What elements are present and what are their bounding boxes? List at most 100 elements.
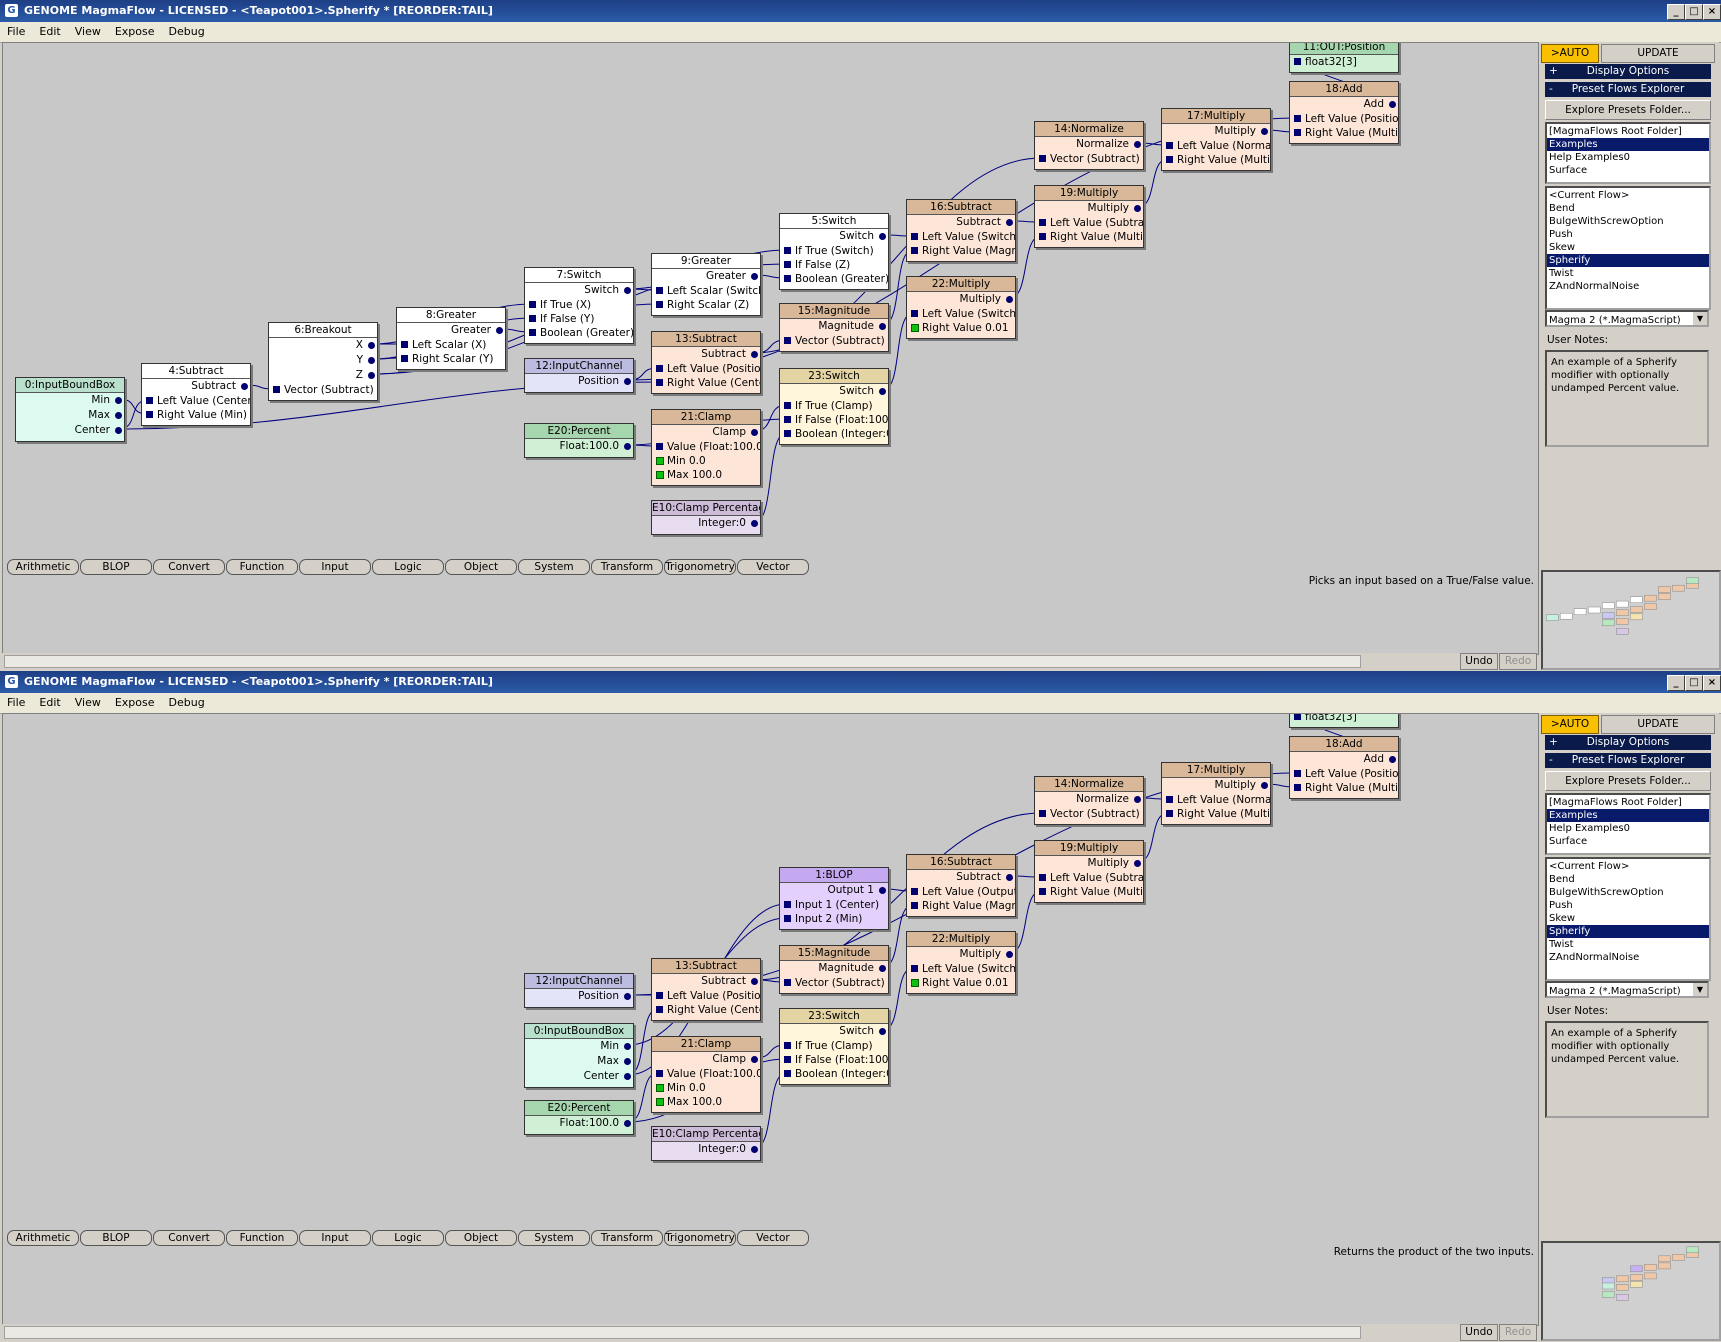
output-socket[interactable]: Clamp (652, 425, 760, 440)
input-socket[interactable]: Right Scalar (Z) (652, 298, 760, 312)
folder-list[interactable]: [MagmaFlows Root Folder] Examples Help Exa… (1545, 122, 1711, 184)
node-title[interactable]: 12:InputChannel (525, 359, 633, 374)
node-23-switch[interactable]: 23:Switch Switch If True (Clamp) If False (… (779, 368, 889, 445)
node-4-subtract[interactable]: 4:Subtract Subtract Left Value (Center) Rig… (141, 363, 251, 426)
node-title[interactable]: 23:Switch (780, 1009, 888, 1024)
preset-flows-header[interactable]: - Preset Flows Explorer (1545, 82, 1711, 97)
input-socket[interactable]: Right Value 0.01 (907, 321, 1015, 335)
flow-item[interactable]: ZAndNormalNoise (1549, 952, 1640, 963)
chevron-down-icon[interactable]: ▼ (1693, 983, 1707, 996)
output-socket[interactable]: Multiply (1035, 856, 1143, 871)
node-7-switch[interactable]: 7:Switch Switch If True (X) If False (Y) Boo… (524, 267, 634, 344)
node-23-switch[interactable]: 23:Switch Switch If True (Clamp) If False (… (779, 1008, 889, 1085)
output-socket[interactable]: Max (525, 1054, 633, 1069)
input-socket[interactable]: Right Value (Min) (142, 408, 250, 422)
node-title[interactable]: 9:Greater (652, 254, 760, 269)
expand-icon[interactable]: + (1549, 736, 1558, 748)
output-socket[interactable]: X (269, 338, 377, 353)
output-socket[interactable]: Switch (780, 1024, 888, 1039)
output-socket[interactable]: Subtract (907, 215, 1015, 230)
node-5-switch[interactable]: 5:Switch Switch If True (Switch) If False (… (779, 213, 889, 290)
node-title[interactable]: 15:Magnitude (780, 304, 888, 319)
input-socket[interactable]: Right Value (Multiply) (1162, 807, 1270, 821)
node-1-blop[interactable]: 1:BLOP Output 1 Input 1 (Center) Input 2 (M… (779, 867, 889, 930)
category-input[interactable]: Input (299, 559, 371, 575)
output-socket[interactable]: Multiply (907, 947, 1015, 962)
input-socket[interactable]: Value (Float:100.0) (652, 440, 760, 454)
collapse-icon[interactable]: - (1549, 754, 1553, 766)
input-socket[interactable]: Left Value (Switch) (907, 230, 1015, 244)
input-socket[interactable]: float32[3] (1290, 55, 1398, 69)
output-socket[interactable]: Subtract (652, 347, 760, 362)
category-convert[interactable]: Convert (153, 559, 225, 575)
node-8-greater[interactable]: 8:Greater Greater Left Scalar (X) Right Sca… (396, 307, 506, 370)
node-14-normalize[interactable]: 14:Normalize Normalize Vector (Subtract) (1034, 121, 1144, 170)
folder-item[interactable]: Surface (1549, 165, 1588, 176)
node-e20-percent[interactable]: E20:Percent Float:100.0 (524, 1100, 634, 1135)
node-title[interactable]: 15:Magnitude (780, 946, 888, 961)
maximize-icon[interactable]: □ (1685, 4, 1703, 20)
category-trigonometry[interactable]: Trigonometry (664, 1230, 736, 1246)
user-notes-text[interactable]: An example of a Spherify modifier with o… (1545, 350, 1709, 447)
minimap[interactable] (1541, 1241, 1721, 1341)
node-title[interactable]: 21:Clamp (652, 410, 760, 425)
input-socket[interactable]: Right Value (Magnitude) (907, 899, 1015, 913)
category-blop[interactable]: BLOP (80, 1230, 152, 1246)
output-socket[interactable]: Multiply (1162, 124, 1270, 139)
input-socket[interactable]: Max 100.0 (652, 468, 760, 482)
flow-canvas[interactable]: 0:InputBoundBox Min Max Center 4:Subtract Sub… (2, 42, 1539, 655)
node-title[interactable]: 13:Subtract (652, 332, 760, 347)
output-socket[interactable]: Switch (780, 229, 888, 244)
node-title[interactable]: 0:InputBoundBox (16, 378, 124, 393)
node-title[interactable]: 19:Multiply (1035, 841, 1143, 856)
node-16-subtract[interactable]: 16:Subtract Subtract Left Value (Switch) Ri… (906, 199, 1016, 262)
input-socket[interactable]: Left Value (Position) (652, 989, 760, 1003)
node-14-normalize[interactable]: 14:Normalize Normalize Vector (Subtract) (1034, 776, 1144, 825)
node-title[interactable]: 16:Subtract (907, 200, 1015, 215)
node-22-multiply[interactable]: 22:Multiply Multiply Left Value (Switch) Ri… (906, 276, 1016, 339)
flow-list[interactable]: <Current Flow> Bend BulgeWithScrewOption Pu… (1545, 857, 1711, 981)
output-socket[interactable]: Max (16, 408, 124, 423)
display-options-header[interactable]: + Display Options (1545, 735, 1711, 750)
folder-list[interactable]: [MagmaFlows Root Folder] Examples Help Exa… (1545, 793, 1711, 855)
input-socket[interactable]: Right Value (Center) (652, 1003, 760, 1017)
node-title[interactable]: 1:BLOP (780, 868, 888, 883)
output-socket[interactable]: Subtract (907, 870, 1015, 885)
input-socket[interactable]: Left Value (Output 1) (907, 885, 1015, 899)
menu-expose[interactable]: Expose (114, 696, 155, 709)
explore-presets-button[interactable]: Explore Presets Folder... (1545, 771, 1711, 791)
node-12-inputchannel[interactable]: 12:InputChannel Position (524, 973, 634, 1008)
flow-item[interactable]: ZAndNormalNoise (1549, 281, 1640, 292)
node-title[interactable]: 11:OUT:Position (1290, 43, 1398, 55)
node-21-clamp[interactable]: 21:Clamp Clamp Value (Float:100.0) Min 0.0 M… (651, 409, 761, 486)
input-socket[interactable]: Left Value (Normalize) (1162, 139, 1270, 153)
output-socket[interactable]: Multiply (907, 292, 1015, 307)
node-title[interactable]: 16:Subtract (907, 855, 1015, 870)
flow-item[interactable]: <Current Flow> (1549, 861, 1630, 872)
node-title[interactable]: E10:Clamp Percentage (652, 501, 760, 516)
input-socket[interactable]: Min 0.0 (652, 1081, 760, 1095)
input-socket[interactable]: Right Value (Multiply) (1035, 230, 1143, 244)
menu-view[interactable]: View (74, 25, 101, 38)
node-12-inputchannel[interactable]: 12:InputChannel Position (524, 358, 634, 393)
output-socket[interactable]: Min (16, 393, 124, 408)
output-socket[interactable]: Normalize (1035, 137, 1143, 152)
output-socket[interactable]: Min (525, 1039, 633, 1054)
flow-item[interactable]: <Current Flow> (1549, 190, 1630, 201)
input-socket[interactable]: If True (Clamp) (780, 1039, 888, 1053)
title-bar[interactable]: G GENOME MagmaFlow - LICENSED - <Teapot00… (0, 0, 1721, 22)
category-system[interactable]: System (518, 1230, 590, 1246)
category-system[interactable]: System (518, 559, 590, 575)
output-socket[interactable]: Position (525, 989, 633, 1004)
folder-item[interactable]: Help Examples0 (1549, 152, 1630, 163)
output-socket[interactable]: Y (269, 353, 377, 368)
output-socket[interactable]: Normalize (1035, 792, 1143, 807)
close-icon[interactable]: × (1703, 675, 1721, 691)
category-vector[interactable]: Vector (737, 1230, 809, 1246)
input-socket[interactable]: If False (Z) (780, 258, 888, 272)
output-socket[interactable]: Greater (397, 323, 505, 338)
